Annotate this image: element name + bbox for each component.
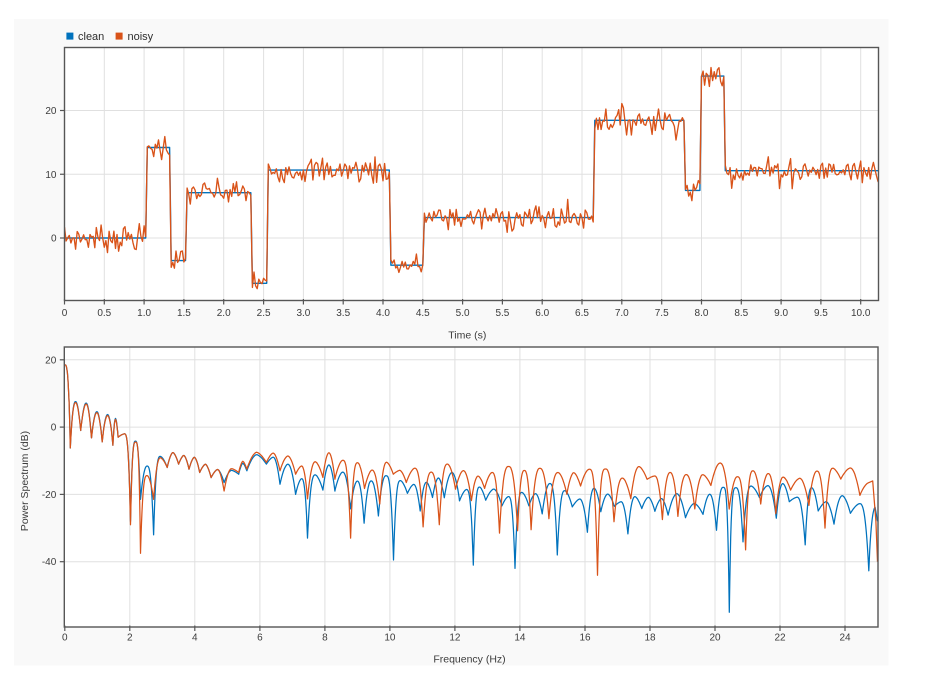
- svg-text:3.0: 3.0: [296, 308, 310, 319]
- svg-text:-20: -20: [42, 490, 57, 501]
- svg-text:10: 10: [45, 170, 57, 181]
- svg-text:2: 2: [127, 633, 133, 644]
- svg-text:0.5: 0.5: [97, 308, 111, 319]
- svg-text:6.5: 6.5: [575, 308, 589, 319]
- svg-text:2.0: 2.0: [217, 308, 231, 319]
- svg-text:7.5: 7.5: [655, 308, 669, 319]
- svg-text:noisy: noisy: [128, 31, 154, 43]
- svg-text:8.0: 8.0: [695, 308, 709, 319]
- svg-text:9.5: 9.5: [814, 308, 828, 319]
- svg-text:Time (s): Time (s): [448, 329, 486, 341]
- svg-text:0: 0: [51, 423, 57, 434]
- svg-text:0: 0: [62, 633, 68, 644]
- svg-text:20: 20: [45, 106, 57, 117]
- svg-text:3.5: 3.5: [336, 308, 350, 319]
- svg-text:16: 16: [579, 633, 591, 644]
- svg-text:7.0: 7.0: [615, 308, 629, 319]
- svg-text:1.5: 1.5: [177, 308, 191, 319]
- svg-text:22: 22: [774, 633, 786, 644]
- svg-text:8: 8: [322, 633, 328, 644]
- svg-text:24: 24: [839, 633, 851, 644]
- svg-text:4.0: 4.0: [376, 308, 390, 319]
- svg-text:1.0: 1.0: [137, 308, 151, 319]
- svg-text:4.5: 4.5: [416, 308, 430, 319]
- svg-text:20: 20: [45, 355, 57, 366]
- svg-text:9.0: 9.0: [774, 308, 788, 319]
- svg-text:12: 12: [449, 633, 461, 644]
- svg-text:6.0: 6.0: [535, 308, 549, 319]
- svg-text:0: 0: [62, 308, 68, 319]
- svg-text:8.5: 8.5: [734, 308, 748, 319]
- svg-text:10.0: 10.0: [851, 308, 871, 319]
- svg-text:10: 10: [384, 633, 396, 644]
- svg-text:-40: -40: [42, 557, 57, 568]
- svg-text:14: 14: [514, 633, 526, 644]
- svg-text:20: 20: [709, 633, 721, 644]
- svg-text:5.0: 5.0: [456, 308, 470, 319]
- svg-text:18: 18: [644, 633, 656, 644]
- svg-text:Power Spectrum (dB): Power Spectrum (dB): [19, 431, 31, 531]
- svg-text:Frequency (Hz): Frequency (Hz): [433, 654, 505, 666]
- svg-text:clean: clean: [78, 31, 104, 43]
- svg-text:5.5: 5.5: [495, 308, 509, 319]
- svg-text:6: 6: [257, 633, 263, 644]
- svg-text:2.5: 2.5: [257, 308, 271, 319]
- svg-text:4: 4: [192, 633, 198, 644]
- svg-text:0: 0: [51, 234, 57, 245]
